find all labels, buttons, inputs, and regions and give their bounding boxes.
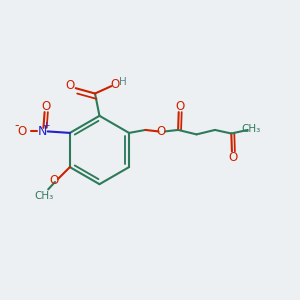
Text: H: H	[119, 76, 127, 87]
Text: +: +	[42, 121, 50, 130]
Text: N: N	[38, 125, 47, 138]
Text: O: O	[17, 125, 26, 138]
Text: O: O	[41, 100, 51, 113]
Text: O: O	[176, 100, 185, 113]
Text: O: O	[50, 174, 59, 187]
Text: O: O	[229, 151, 238, 164]
Text: O: O	[110, 78, 120, 91]
Text: CH₃: CH₃	[241, 124, 260, 134]
Text: O: O	[66, 79, 75, 92]
Text: CH₃: CH₃	[35, 191, 54, 201]
Text: O: O	[157, 125, 166, 138]
Text: -: -	[14, 119, 19, 132]
